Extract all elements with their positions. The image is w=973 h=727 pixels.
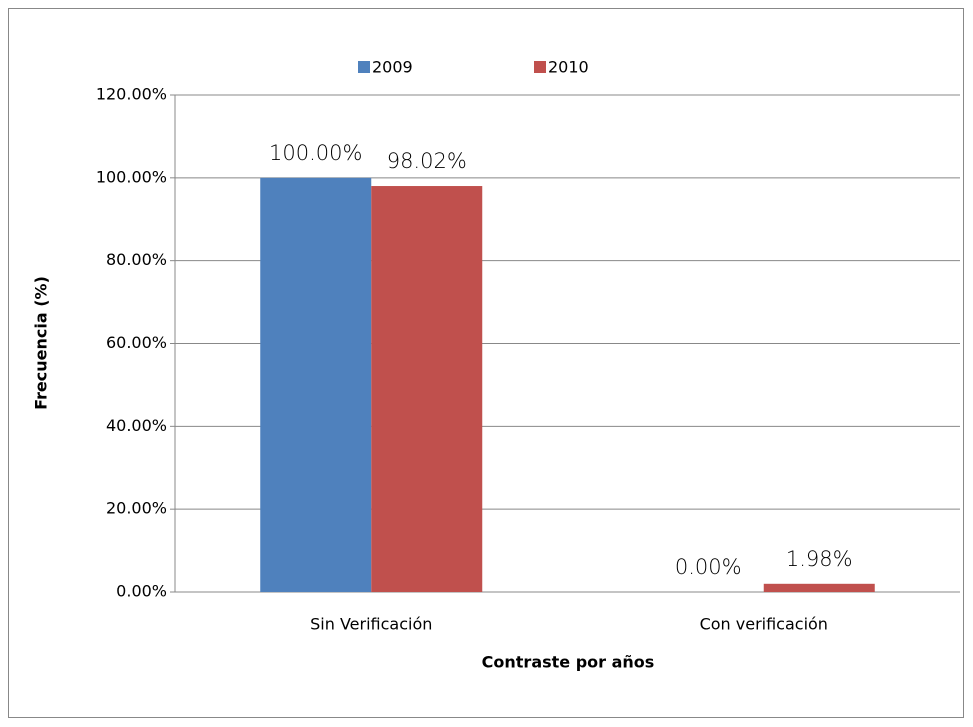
value-label: 98.02%: [387, 149, 467, 173]
value-label: 100.00%: [269, 141, 362, 165]
y-axis-title: Frecuencia (%): [32, 276, 51, 410]
legend-label: 2010: [548, 58, 589, 77]
y-tick-label: 60.00%: [106, 333, 167, 352]
bar: [763, 583, 875, 592]
y-tick-label: 0.00%: [116, 582, 167, 601]
legend-swatch: [534, 61, 546, 73]
x-tick-label: Con verificación: [700, 615, 828, 634]
y-tick-label: 100.00%: [96, 167, 167, 186]
bar: [260, 177, 372, 593]
y-tick-label: 20.00%: [106, 499, 167, 518]
legend-label: 2009: [372, 58, 413, 77]
chart-border: [8, 8, 964, 718]
bar: [371, 186, 483, 593]
x-tick-label: Sin Verificación: [310, 615, 432, 634]
legend-swatch: [358, 61, 370, 73]
value-label: 1.98%: [786, 547, 853, 571]
y-tick-label: 80.00%: [106, 250, 167, 269]
x-axis-title: Contraste por años: [482, 653, 655, 672]
y-tick-label: 40.00%: [106, 416, 167, 435]
value-label: 0.00%: [675, 555, 742, 579]
y-tick-label: 120.00%: [96, 85, 167, 104]
